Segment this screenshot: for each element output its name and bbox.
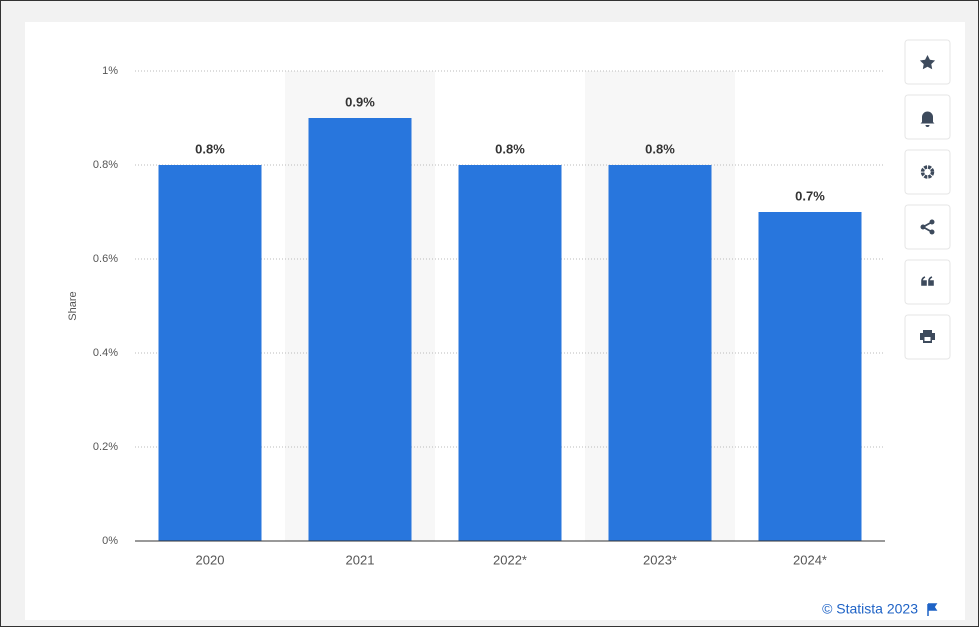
favorite-button[interactable] <box>904 39 951 85</box>
flag-icon <box>927 603 938 616</box>
bar <box>758 212 862 541</box>
x-tick-label: 2021 <box>346 552 375 567</box>
bar <box>458 165 562 541</box>
y-tick-label: 1% <box>102 65 118 77</box>
x-tick-label: 2022* <box>493 552 527 567</box>
settings-button[interactable] <box>904 149 951 195</box>
source: © Statista 2023 <box>822 601 918 617</box>
notification-button[interactable] <box>904 94 951 140</box>
value-label: 0.7% <box>795 188 825 203</box>
share-button[interactable] <box>904 204 951 250</box>
y-tick-label: 0.8% <box>93 159 118 171</box>
toolbar <box>904 39 951 360</box>
y-tick-label: 0.2% <box>93 441 118 453</box>
y-tick-label: 0.6% <box>93 253 118 265</box>
cite-button[interactable] <box>904 259 951 305</box>
x-tick-label: 2023* <box>643 552 677 567</box>
x-tick-label: 2020 <box>196 552 225 567</box>
value-label: 0.8% <box>495 141 525 156</box>
bar <box>608 165 712 541</box>
y-tick-label: 0% <box>102 535 118 547</box>
y-tick-label: 0.4% <box>93 347 118 359</box>
bar <box>308 118 412 541</box>
value-label: 0.8% <box>645 141 675 156</box>
print-button[interactable] <box>904 314 951 360</box>
value-label: 0.9% <box>345 94 375 109</box>
value-label: 0.8% <box>195 141 225 156</box>
bar <box>158 165 262 541</box>
y-axis-label: Share <box>67 291 79 320</box>
x-tick-label: 2024* <box>793 552 827 567</box>
plot: 0% 0.2% 0.4% 0.6% 0.8% 1% 2020 0.8% 2021 0.9% 2022… <box>93 65 885 567</box>
